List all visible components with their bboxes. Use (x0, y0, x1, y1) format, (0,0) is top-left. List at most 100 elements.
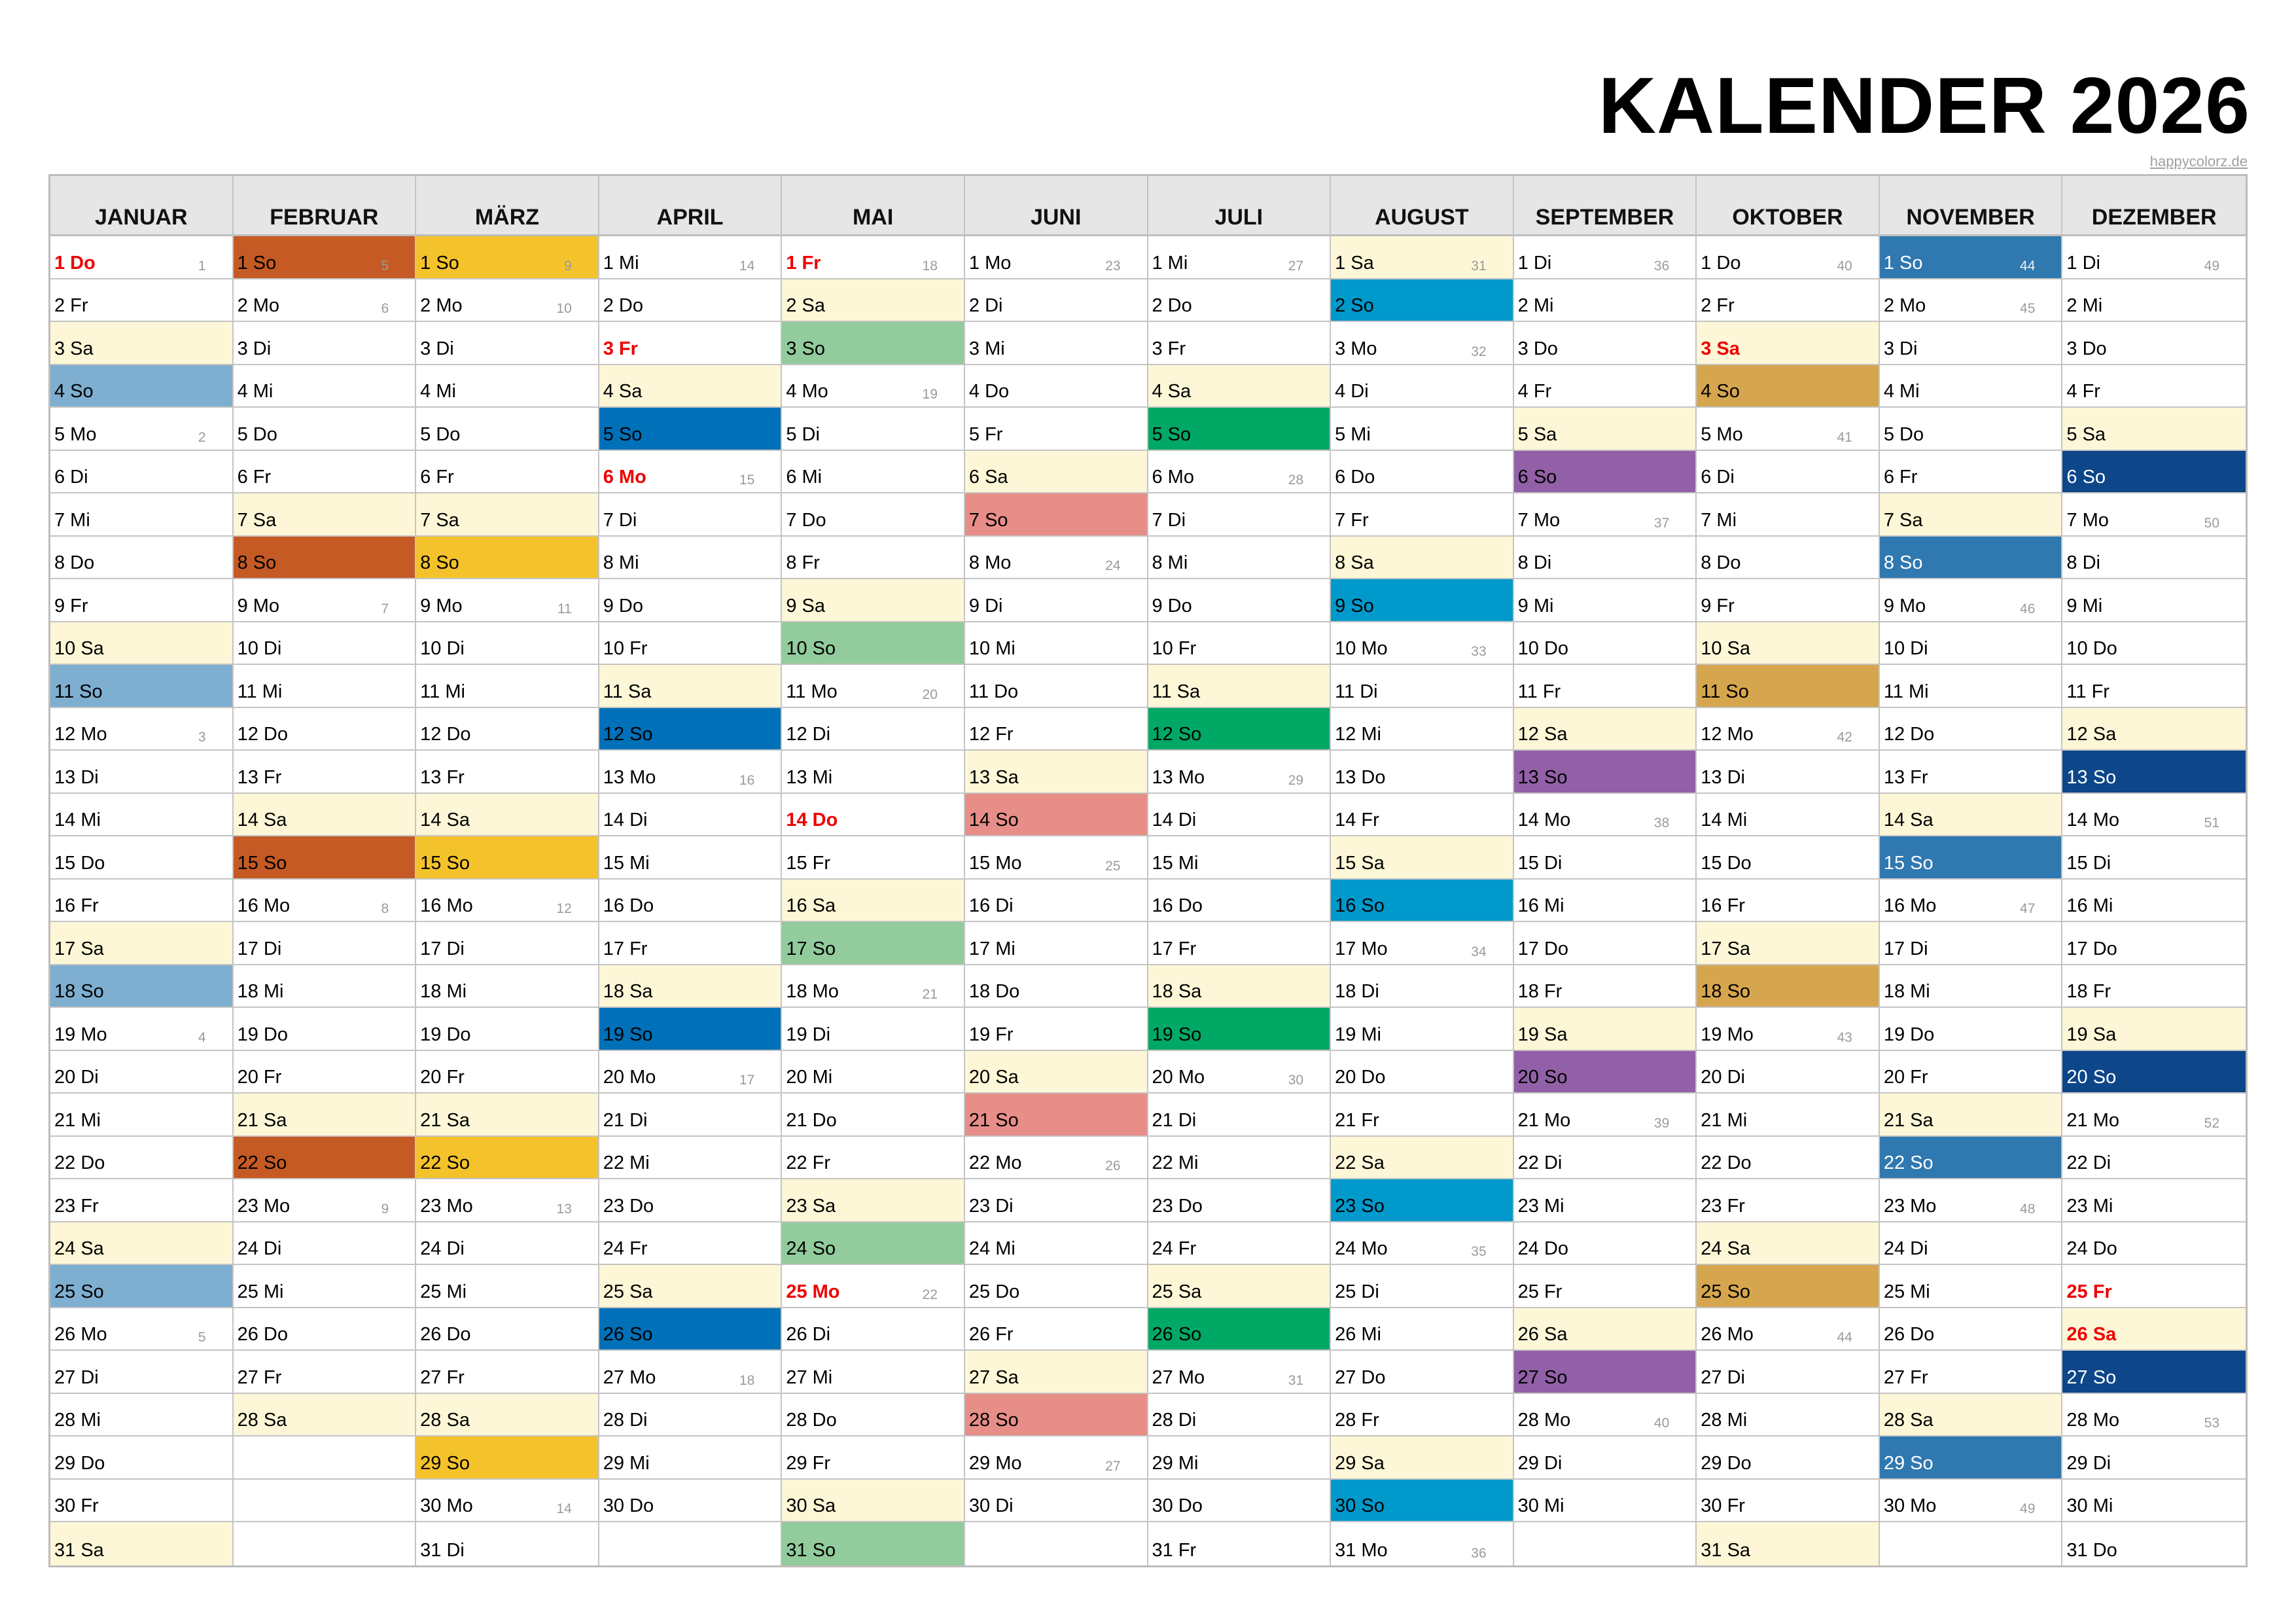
day-cell: 19 So (599, 1008, 781, 1051)
day-label: 22 Mi (603, 1152, 650, 1173)
day-cell: 22 Do (50, 1137, 232, 1179)
day-cell: 20 Do (1331, 1051, 1513, 1094)
day-cell: 3 Di (233, 322, 415, 365)
day-label: 10 Mo (1335, 638, 1388, 659)
day-label: 29 Mo (968, 1452, 1022, 1474)
day-cell: 3 Sa (50, 322, 232, 365)
day-cell: 30 Do (1148, 1480, 1330, 1522)
day-cell: 22 Di (1513, 1137, 1696, 1179)
day-cell: 26 Mi (1331, 1308, 1513, 1351)
day-cell: 18 Mi (1879, 965, 2062, 1008)
day-label: 30 So (1335, 1495, 1385, 1516)
day-cell: 28 Fr (1331, 1394, 1513, 1436)
day-cell: 26 So (599, 1308, 781, 1351)
day-label: 9 So (1335, 595, 1374, 616)
day-label: 4 Mi (1883, 381, 1920, 402)
day-label: 8 Do (1701, 552, 1741, 573)
day-cell: 6 Sa (964, 450, 1147, 493)
day-cell: 27 Mi (782, 1351, 964, 1394)
day-cell: 20 Fr (416, 1051, 598, 1094)
day-cell: 17 Mi (964, 922, 1147, 965)
day-label: 8 So (237, 552, 277, 573)
day-cell: 28 Di (599, 1394, 781, 1436)
day-cell: 4 Mi (416, 365, 598, 408)
day-cell: 23 Fr (1697, 1179, 1879, 1222)
day-cell: 30 Di (964, 1480, 1147, 1522)
day-label: 22 Di (2066, 1152, 2111, 1173)
day-cell: 1 Mi 14 (599, 236, 781, 279)
day-cell: 17 Di (1879, 922, 2062, 965)
month-column-märz: MÄRZ 1 So 9 2 Mo 10 3 Di 4 Mi 5 Do 6 Fr 7 Sa 8 So 9… (416, 176, 599, 1565)
week-number: 18 (739, 1372, 755, 1388)
day-label: 5 Mo (1701, 423, 1743, 445)
day-label: 22 So (237, 1152, 287, 1173)
day-label: 13 Fr (1883, 766, 1928, 788)
month-column-mai: MAI 1 Fr 18 2 Sa 3 So 4 Mo 19 5 Di 6 Mi 7 Do 8 Fr 9… (782, 176, 965, 1565)
day-cell: 23 Fr (50, 1179, 232, 1222)
day-cell: 22 Di (2062, 1137, 2246, 1179)
day-cell: 18 Fr (2062, 965, 2246, 1008)
day-label: 26 Mo (54, 1324, 107, 1345)
day-label: 24 Sa (1701, 1238, 1751, 1259)
day-label: 14 Di (1152, 810, 1197, 830)
day-label: 25 Mo (786, 1281, 840, 1302)
day-label: 25 Mi (1883, 1281, 1930, 1302)
day-label: 8 Mi (603, 552, 639, 573)
day-label: 19 Do (237, 1024, 288, 1045)
day-label: 9 Mi (1517, 595, 1554, 616)
day-label: 8 Di (2066, 552, 2100, 573)
day-label: 21 Sa (1883, 1109, 1934, 1131)
day-label: 23 Do (1152, 1195, 1203, 1217)
day-cell: 11 Fr (2062, 665, 2246, 708)
day-cell: 6 Di (50, 451, 232, 493)
empty-cell (234, 1522, 415, 1565)
day-cell: 7 Sa (233, 493, 415, 537)
week-number: 7 (381, 601, 389, 616)
empty-cell (1880, 1522, 2062, 1565)
day-cell: 23 Mi (1513, 1179, 1696, 1222)
day-cell: 29 Mo 27 (964, 1436, 1147, 1480)
week-number: 29 (1288, 772, 1304, 788)
week-number: 28 (1288, 473, 1304, 488)
week-number: 51 (2204, 815, 2219, 830)
week-number: 14 (556, 1501, 572, 1516)
day-cell: 12 Sa (2062, 707, 2246, 751)
week-number: 41 (1837, 429, 1852, 445)
day-cell: 29 So (416, 1436, 598, 1480)
day-cell: 16 Di (964, 880, 1147, 922)
day-cell: 30 Sa (782, 1479, 964, 1522)
day-cell: 19 Di (782, 1008, 964, 1051)
day-label: 8 Sa (1335, 552, 1374, 573)
day-label: 14 Do (786, 810, 838, 830)
empty-cell (1514, 1522, 1696, 1565)
day-label: 23 Mo (1883, 1195, 1937, 1217)
day-label: 14 Sa (237, 810, 287, 830)
day-label: 1 Mo (968, 252, 1012, 274)
day-cell: 1 Do 40 (1697, 236, 1879, 279)
day-cell: 18 Do (964, 965, 1147, 1008)
credit-link[interactable]: happycolorz.de (2149, 153, 2248, 169)
day-label: 30 Mo (1883, 1495, 1937, 1516)
day-cell: 11 Do (964, 665, 1147, 708)
week-number: 52 (2204, 1115, 2219, 1131)
day-cell: 17 Fr (1148, 922, 1330, 965)
day-label: 17 So (786, 938, 836, 959)
day-label: 20 Fr (237, 1067, 282, 1088)
week-number: 38 (1653, 815, 1670, 830)
month-column-februar: FEBRUAR 1 So 5 2 Mo 6 3 Di 4 Mi 5 Do 6 Fr 7 Sa 8 S… (233, 176, 417, 1565)
day-label: 1 Sa (1335, 252, 1374, 274)
day-cell: 12 Fr (964, 708, 1147, 751)
day-label: 6 Fr (237, 467, 272, 488)
day-label: 5 Do (237, 423, 277, 445)
day-cell: 22 Mo 26 (964, 1137, 1147, 1179)
day-label: 8 Mo (968, 552, 1012, 573)
day-label: 7 Di (1152, 509, 1186, 531)
day-cell: 6 Do (1331, 451, 1513, 493)
day-label: 13 Mo (603, 766, 656, 788)
day-cell: 19 Sa (2062, 1008, 2246, 1051)
day-label: 7 Sa (420, 509, 459, 531)
month-column-november: NOVEMBER 1 So 44 2 Mo 45 3 Di 4 Mi 5 Do 6 Fr 7 Sa… (1879, 176, 2063, 1565)
day-cell: 20 Mo 17 (599, 1051, 781, 1094)
day-cell: 27 Di (50, 1351, 232, 1394)
day-label: 29 Di (2066, 1452, 2111, 1474)
